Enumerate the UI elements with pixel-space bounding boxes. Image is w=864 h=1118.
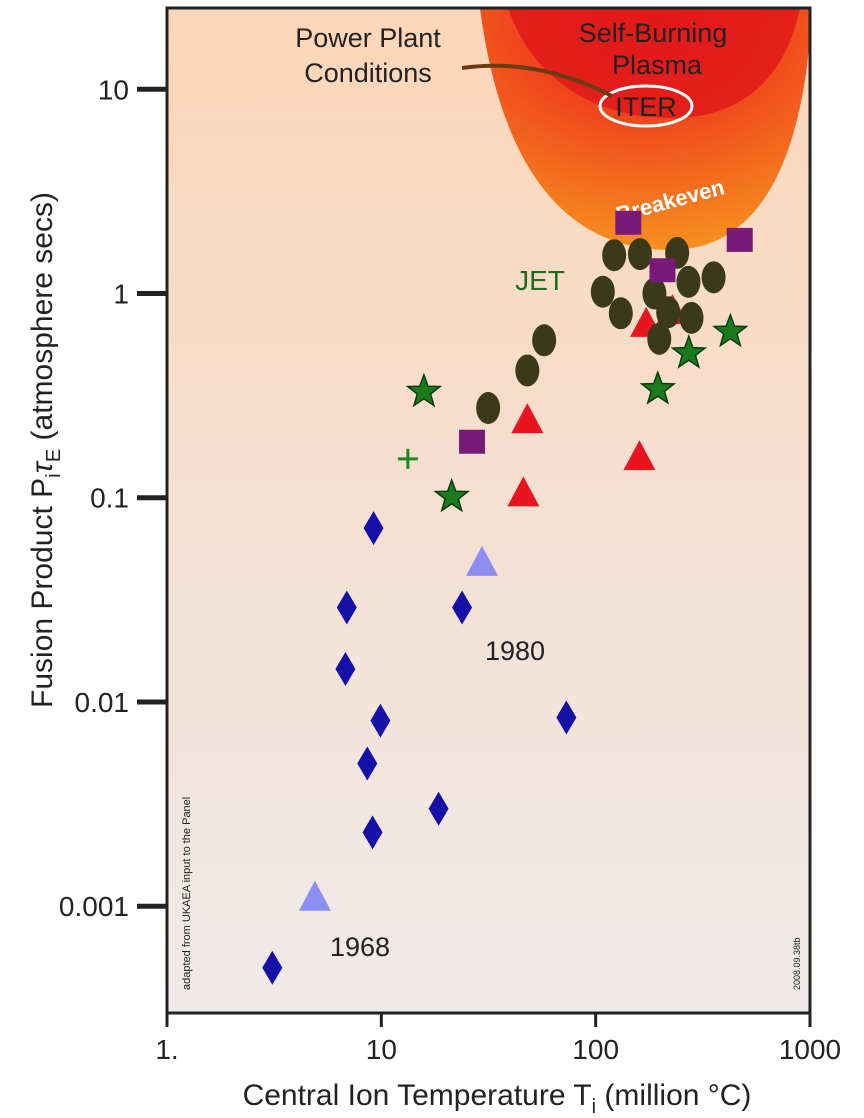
y-axis-ticks: 10 1 0.1 0.01 0.001	[59, 74, 167, 922]
diamond-marker	[363, 511, 384, 546]
star-marker	[433, 477, 470, 513]
circle-marker	[679, 301, 704, 334]
x-tick-label: 100	[572, 1034, 619, 1065]
square-marker	[726, 227, 753, 252]
y-tick-label: 1	[113, 279, 129, 310]
circle-marker	[590, 275, 615, 308]
circle-marker	[602, 239, 627, 272]
self-burning-region	[508, 8, 800, 118]
diamond-marker	[428, 791, 449, 826]
source-note: adapted from UKAEA input to the Panel	[181, 797, 193, 990]
x-axis-title: Central Ion Temperature Ti (million °C)	[243, 1079, 752, 1118]
y-tick-label: 10	[98, 74, 129, 105]
star-marker	[405, 372, 443, 408]
circle-marker	[676, 265, 701, 298]
power-plant-pointer	[461, 63, 613, 98]
plus-marker	[397, 448, 418, 469]
diamond-marker	[357, 746, 378, 781]
y-tick-label: 0.01	[75, 687, 130, 718]
x-tick-label: 1.	[155, 1034, 178, 1065]
circle-marker	[608, 297, 633, 330]
triangle-marker	[511, 403, 544, 434]
diamond-marker	[335, 652, 356, 687]
square-marker	[649, 258, 676, 283]
year-1968-label: 1968	[330, 932, 390, 962]
circle-marker	[656, 296, 681, 329]
star-marker	[670, 333, 708, 369]
power-plant-label-1: Power Plant	[295, 23, 441, 53]
iter-label: ITER	[615, 92, 677, 122]
x-axis-ticks: 1. 10 100 1000	[155, 1013, 841, 1065]
y-tick-label: 0.1	[90, 483, 129, 514]
plot-frame	[165, 6, 812, 1015]
figure-id: 2008.09.38tb	[792, 937, 802, 990]
circle-marker	[515, 354, 540, 387]
diamond-marker	[452, 590, 473, 625]
circle-marker	[627, 238, 652, 271]
power-plant-label-2: Conditions	[304, 58, 432, 88]
triangle-marker	[507, 476, 540, 507]
x-tick-label: 10	[366, 1034, 397, 1065]
star-marker	[639, 370, 677, 405]
y-tick-label: 0.001	[59, 891, 129, 922]
diamond-marker	[362, 815, 383, 850]
data-points	[262, 210, 753, 985]
jet-label: JET	[515, 265, 565, 296]
diamond-marker	[336, 590, 357, 625]
diamond-marker	[556, 700, 577, 735]
self-burning-label-1: Self-Burning	[579, 18, 728, 48]
circle-marker	[701, 261, 726, 294]
year-1980-label: 1980	[485, 636, 545, 666]
self-burning-label-2: Plasma	[612, 50, 703, 80]
circle-marker	[476, 392, 501, 425]
diamond-marker	[262, 950, 283, 985]
circle-marker	[647, 322, 672, 355]
triangle-marker	[466, 545, 499, 576]
diamond-marker	[370, 703, 391, 738]
star-marker	[712, 312, 749, 348]
circle-marker	[532, 324, 557, 357]
iter-ellipse	[598, 84, 694, 128]
y-axis-title: Fusion Product PiτE (atmosphere secs)	[26, 192, 65, 708]
x-tick-label: 1000	[779, 1034, 841, 1065]
square-marker	[615, 210, 642, 235]
square-marker	[459, 429, 486, 454]
triangle-marker	[623, 440, 656, 471]
triangle-marker	[298, 880, 331, 911]
